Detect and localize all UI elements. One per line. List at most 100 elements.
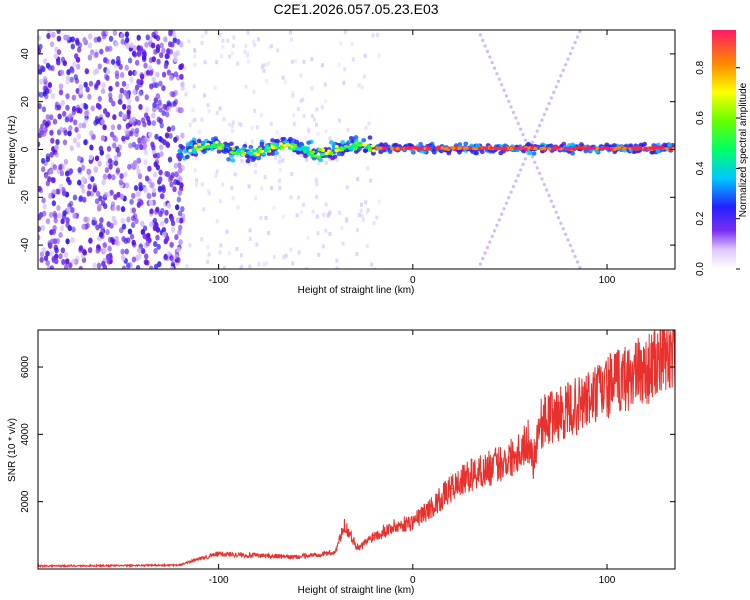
faint-noise <box>301 97 305 102</box>
noise-blob <box>158 176 163 183</box>
noise-blob <box>49 151 54 158</box>
noise-blob <box>92 186 98 193</box>
noise-blob <box>60 247 66 254</box>
crossing-line-dot <box>507 196 511 200</box>
faint-noise <box>227 54 231 59</box>
faint-noise <box>346 127 350 132</box>
crossing-line-dot <box>511 110 516 115</box>
faint-noise <box>256 37 260 42</box>
faint-noise <box>250 126 254 131</box>
faint-noise <box>366 208 370 213</box>
noise-blob <box>153 248 158 255</box>
noise-blob <box>169 241 174 248</box>
noise-blob <box>78 196 83 203</box>
crossing-line-dot <box>483 251 487 255</box>
faint-noise <box>273 155 277 160</box>
noise-blob <box>101 82 106 89</box>
noise-blob <box>131 215 136 222</box>
carrier-halo <box>246 155 252 160</box>
carrier-halo <box>182 149 188 154</box>
faint-noise <box>376 32 380 37</box>
noise-blob <box>108 35 114 42</box>
noise-blob <box>60 218 65 225</box>
noise-blob <box>173 136 178 143</box>
faint-noise <box>222 117 226 122</box>
carrier-core <box>220 143 225 147</box>
faint-noise <box>304 136 308 141</box>
noise-blob <box>70 237 75 244</box>
noise-blob <box>97 160 102 167</box>
noise-blob <box>172 32 177 39</box>
noise-blob <box>132 89 137 96</box>
crossing-line-dot <box>521 133 525 137</box>
noise-blob <box>52 118 58 125</box>
faint-noise <box>200 182 204 187</box>
faint-noise <box>345 185 349 190</box>
noise-blob <box>90 105 95 112</box>
noise-blob <box>164 217 169 224</box>
carrier-halo <box>353 149 359 154</box>
y-tick-label: 4000 <box>20 423 31 446</box>
noise-blob <box>75 87 80 94</box>
crossing-line-dot <box>492 66 497 70</box>
faint-noise <box>320 105 324 110</box>
noise-blob <box>156 243 161 250</box>
faint-noise <box>259 155 263 160</box>
crossing-line-dot <box>495 72 499 76</box>
noise-blob <box>161 47 166 54</box>
crossing-line-dot <box>483 44 487 48</box>
noise-blob <box>50 137 55 144</box>
noise-blob <box>159 52 164 59</box>
noise-blob <box>114 73 120 80</box>
crossing-line-dot <box>497 218 501 222</box>
noise-blob <box>59 126 64 133</box>
crossing-line-dot <box>533 160 537 164</box>
noise-blob <box>96 79 101 86</box>
noise-blob <box>134 59 140 66</box>
noise-blob <box>40 224 46 231</box>
crossing-line-dot <box>566 57 570 61</box>
noise-blob <box>88 80 94 87</box>
noise-blob <box>143 136 149 143</box>
carrier-core <box>261 152 266 156</box>
crossing-line-dot <box>540 177 544 181</box>
noise-blob <box>134 95 140 102</box>
noise-blob <box>62 110 67 117</box>
faint-noise <box>207 191 211 196</box>
faint-noise <box>364 125 368 130</box>
carrier-halo <box>298 141 304 147</box>
noise-blob <box>164 209 169 216</box>
noise-blob <box>109 222 114 229</box>
faint-noise <box>263 140 267 145</box>
carrier-core <box>278 142 283 146</box>
carrier-core <box>630 146 635 150</box>
faint-noise <box>195 178 199 183</box>
noise-blob <box>65 258 70 265</box>
noise-blob <box>162 231 167 238</box>
snr-plot-area <box>38 330 675 569</box>
faint-noise <box>317 161 321 166</box>
faint-noise <box>360 85 364 90</box>
snr-point <box>470 473 472 476</box>
faint-noise <box>292 113 296 118</box>
crossing-line-dot <box>547 101 551 106</box>
noise-blob <box>125 130 130 137</box>
noise-blob <box>153 263 159 269</box>
noise-blob <box>166 69 172 76</box>
noise-blob <box>124 83 130 90</box>
noise-blob <box>54 258 59 265</box>
faint-noise <box>270 44 274 49</box>
carrier-core <box>329 151 334 155</box>
faint-noise <box>225 229 229 234</box>
faint-noise <box>294 59 298 64</box>
spectrogram-x-label: Height of straight line (km) <box>298 285 415 296</box>
noise-blob <box>132 45 137 52</box>
noise-blob <box>94 51 99 58</box>
faint-noise <box>199 151 203 156</box>
colorbar-tick-label: 0.8 <box>695 60 706 74</box>
noise-blob <box>94 198 100 205</box>
faint-noise <box>335 258 339 263</box>
carrier-core <box>231 147 236 151</box>
noise-blob <box>80 102 85 109</box>
faint-noise <box>191 108 195 113</box>
